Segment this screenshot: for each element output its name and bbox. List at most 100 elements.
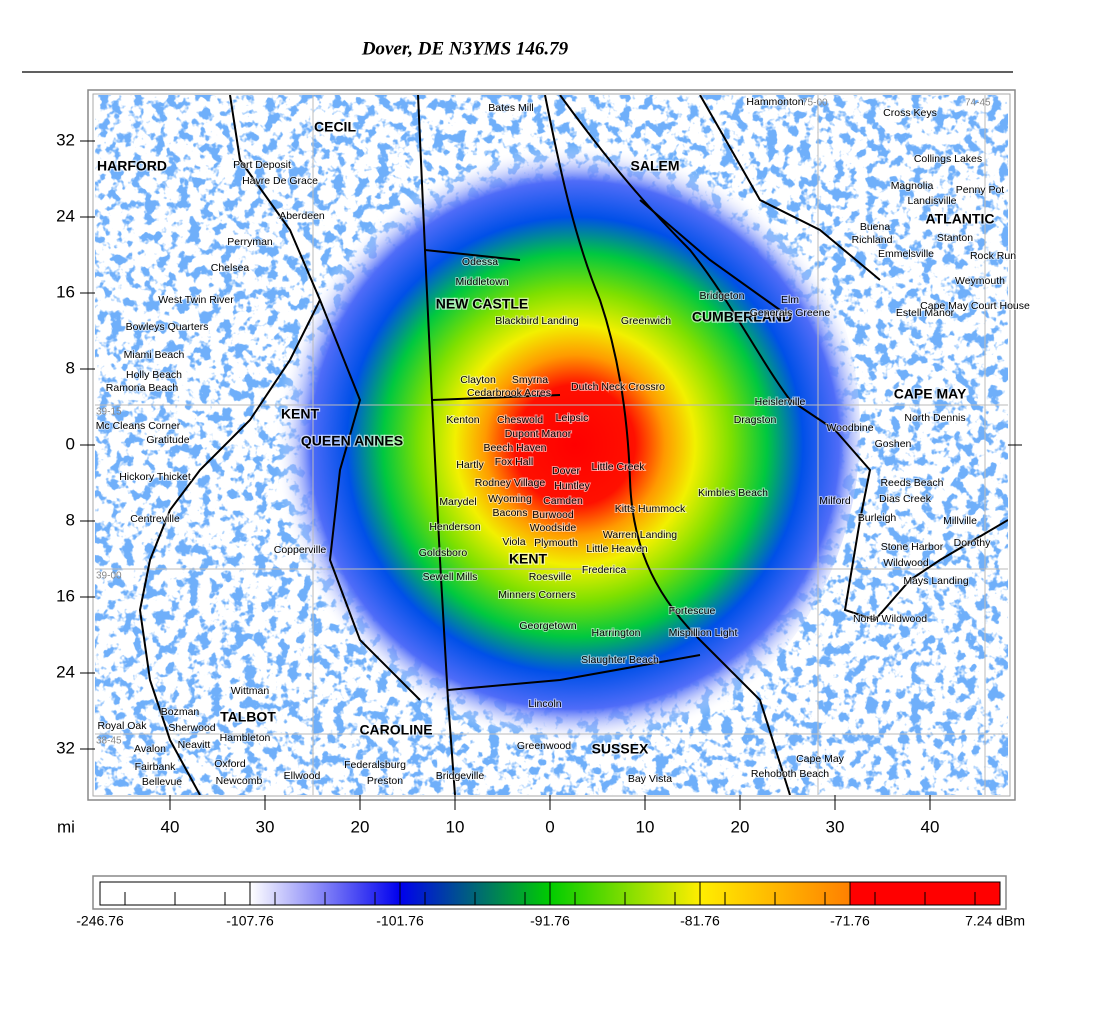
town-label: Goldsboro (419, 547, 468, 559)
town-label: Hammonton (746, 96, 803, 108)
town-label: Smyrna (512, 374, 548, 386)
county-label: ATLANTIC (926, 211, 995, 227)
town-label: Emmelsville (878, 248, 934, 260)
town-label: Dupont Manor (505, 428, 572, 440)
town-label: Rehoboth Beach (751, 768, 829, 780)
county-line (424, 249, 701, 691)
town-label: Hambleton (220, 732, 271, 744)
town-label: Hickory Thicket (119, 471, 191, 483)
town-label: Camden (543, 495, 583, 507)
x-axis-label: 30 (826, 817, 845, 836)
town-label: Goshen (875, 438, 912, 450)
town-label: Kimbles Beach (698, 487, 768, 499)
town-label: Havre De Grace (242, 175, 318, 187)
label-layer: 75-00 74-45 39-15 39-00 38-45 CECIL HARFORD SAL… (95, 95, 1031, 789)
town-label: Greenwood (517, 740, 571, 752)
state-line (417, 95, 456, 795)
town-label: Ramona Beach (106, 382, 179, 394)
town-label: Wyoming (488, 493, 532, 505)
town-label: Copperville (274, 544, 327, 556)
town-label: Preston (367, 775, 403, 787)
x-axis-label: 0 (545, 817, 554, 836)
graticule-label: 39-15 (96, 407, 122, 418)
town-label: Estell Manor (896, 307, 955, 319)
colorbar-label: -81.76 (680, 913, 720, 929)
town-label: Wildwood (883, 557, 929, 569)
town-label: Bowleys Quarters (126, 321, 209, 333)
town-label: Centreville (130, 513, 180, 525)
town-label: Henderson (429, 521, 481, 533)
town-label: Huntley (554, 480, 590, 492)
town-label: Viola (502, 536, 525, 548)
town-label: Port Deposit (233, 159, 291, 171)
town-label: Bellevue (142, 776, 182, 788)
town-label: Cheswold (497, 414, 543, 426)
town-label: Greenwich (621, 315, 671, 327)
town-label: Frederica (582, 564, 627, 576)
town-label: Dorothy (954, 537, 992, 549)
town-label: West Twin River (158, 294, 234, 306)
town-label: Middletown (455, 276, 508, 288)
y-axis-label: 16 (56, 282, 75, 301)
town-label: Reeds Beach (880, 477, 943, 489)
x-axis-label: 40 (921, 817, 940, 836)
town-label: Bacons (492, 507, 527, 519)
town-label: North Dennis (904, 412, 965, 424)
town-label: Stanton (937, 232, 973, 244)
x-axis-label: 40 (161, 817, 180, 836)
town-label: Sewell Mills (423, 571, 478, 583)
town-label: Wittman (231, 685, 270, 697)
colorbar-label: -71.76 (830, 913, 870, 929)
town-label: Elm (781, 294, 799, 306)
town-label: Sherwood (168, 722, 215, 734)
town-label: Mc Cleans Corner (96, 420, 181, 432)
town-label: Marydel (439, 496, 476, 508)
town-label: Clayton (460, 374, 496, 386)
town-label: Dutch Neck Crossro (571, 381, 665, 393)
town-label: Bridgeton (700, 290, 745, 302)
county-label: CECIL (314, 119, 356, 135)
y-axis-label: 24 (56, 206, 75, 225)
axis-unit: mi (57, 817, 75, 836)
town-label: Bay Vista (628, 773, 672, 785)
town-label: Newcomb (216, 775, 263, 787)
town-label: Weymouth (955, 275, 1005, 287)
town-label: Little Heaven (586, 543, 647, 555)
county-label: CUMBERLAND (692, 309, 792, 325)
y-axis-label: 32 (56, 738, 75, 757)
town-label: Georgetown (519, 620, 576, 632)
town-label: Warren Landing (603, 529, 677, 541)
boundaries (138, 95, 1008, 795)
town-label: Neavitt (178, 739, 211, 751)
town-label: Miami Beach (124, 349, 185, 361)
y-axis-label: 8 (66, 358, 75, 377)
town-label: Kenton (446, 414, 479, 426)
town-label: Gratitude (146, 434, 189, 446)
town-label: Harrington (591, 627, 640, 639)
coverage-gradient (260, 100, 860, 760)
town-label: Collings Lakes (914, 153, 982, 165)
town-label: Minners Corners (498, 589, 576, 601)
town-label: Magnolia (891, 180, 934, 192)
town-label: Generals Greene (750, 307, 831, 319)
town-label: Bozman (161, 706, 200, 718)
town-label: Bates Mill (488, 102, 534, 114)
graticule-label: 38-45 (96, 736, 122, 747)
colorbar-label: -107.76 (226, 913, 274, 929)
town-label: Dover (552, 465, 581, 477)
y-axis-label: 8 (66, 510, 75, 529)
town-label: Landisville (907, 195, 956, 207)
town-label: Lincoln (528, 698, 561, 710)
county-line (319, 299, 421, 701)
x-axis-label: 20 (351, 817, 370, 836)
town-label: Dias Creek (879, 493, 932, 505)
town-label: Aberdeen (279, 210, 325, 222)
x-axis-label: 10 (446, 817, 465, 836)
town-label: Heislerville (755, 396, 806, 408)
shoreline (544, 95, 791, 795)
county-label: SALEM (631, 158, 680, 174)
county-label: KENT (509, 551, 548, 567)
y-axis-label: 24 (56, 662, 75, 681)
town-label: Dragston (734, 414, 777, 426)
county-label: HARFORD (97, 158, 167, 174)
